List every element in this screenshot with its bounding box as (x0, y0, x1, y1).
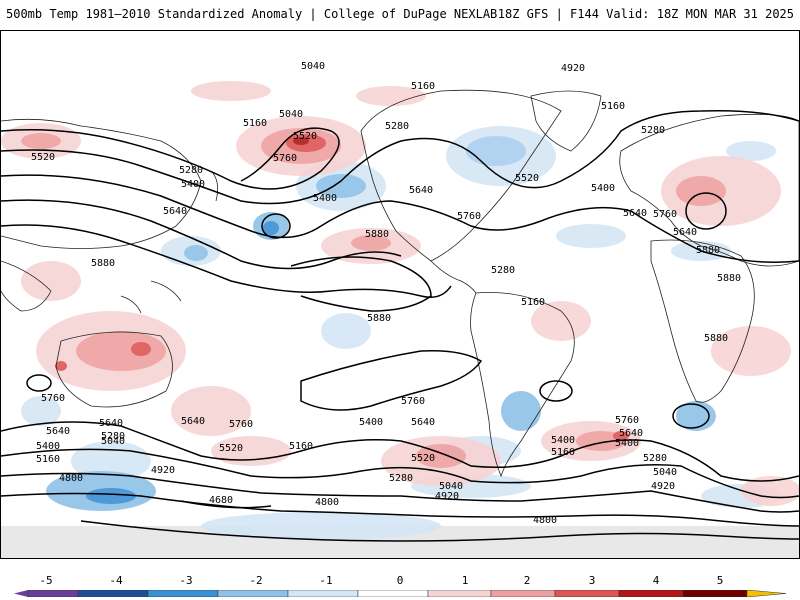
contour-label: 5880 (717, 273, 741, 284)
contour-label: 5640 (181, 416, 205, 427)
colorbar-tick-label: 1 (461, 574, 469, 587)
contour-label: 5400 (615, 438, 639, 449)
colorbar-segment (682, 590, 748, 597)
contour-label: 5520 (31, 152, 55, 163)
colorbar-tick-label: 3 (588, 574, 596, 587)
colorbar-over-arrow (746, 590, 786, 597)
colorbar-segment (490, 590, 556, 597)
contour-label: 5880 (704, 333, 728, 344)
contour-label: 5040 (279, 109, 303, 120)
colorbar-tick-label: -4 (109, 574, 123, 587)
contour-label: 4920 (651, 481, 675, 492)
contour-label: 5400 (36, 441, 60, 452)
contour-label: 5040 (301, 61, 325, 72)
contour-label: 5880 (365, 229, 389, 240)
contour-label: 5760 (41, 393, 65, 404)
contour-label: 4920 (561, 63, 585, 74)
contour-label: 5160 (243, 118, 267, 129)
contour-label: 5040 (439, 481, 463, 492)
contour-label: 4800 (59, 473, 83, 484)
contour-label: 5160 (601, 101, 625, 112)
colorbar-tick-label: 4 (652, 574, 660, 587)
colorbar-segment (287, 590, 359, 597)
contour-label: 5280 (643, 453, 667, 464)
contour-label: 5520 (293, 131, 317, 142)
contour-label: 4800 (315, 497, 339, 508)
contour-label: 5400 (313, 193, 337, 204)
contour-label: 5400 (359, 417, 383, 428)
contour-label: 5640 (619, 428, 643, 439)
colorbar-segment (27, 590, 79, 597)
contour-label: 5880 (696, 245, 720, 256)
contour-label: 5640 (163, 206, 187, 217)
colorbar-tick-label: -1 (319, 574, 333, 587)
colorbar-segment (217, 590, 289, 597)
colorbar-under-arrow (14, 590, 28, 597)
contour-label: 5280 (389, 473, 413, 484)
contour-label: 5640 (99, 418, 123, 429)
contour-label: 5160 (521, 297, 545, 308)
colorbar-tick-label: 5 (716, 574, 724, 587)
contour-label: 5160 (289, 441, 313, 452)
contour-label: 5640 (673, 227, 697, 238)
height-contours (1, 109, 799, 542)
contour-label: 4800 (533, 515, 557, 526)
coastlines (1, 89, 799, 478)
contour-label: 5400 (181, 179, 205, 190)
contour-label: 5520 (411, 453, 435, 464)
contour-label: 5280 (179, 165, 203, 176)
header: 500mb Temp 1981–2010 Standardized Anomal… (0, 0, 800, 30)
colorbar-segment (427, 590, 492, 597)
contour-label: 5280 (385, 121, 409, 132)
contour-label: 5760 (615, 415, 639, 426)
colorbar-segment (147, 590, 219, 597)
contour-label: 4920 (435, 491, 459, 502)
map-canvas: 5160 5040 5520 5160 5280 5160 5280 5760 … (1, 61, 799, 558)
contour-label: 5760 (457, 211, 481, 222)
contour-label: 5640 (46, 426, 70, 437)
contour-label: 5280 (101, 431, 125, 442)
model-run-info: 18Z GFS | F144 Valid: 18Z MON MAR 31 202… (497, 7, 794, 21)
contour-label: 5520 (219, 443, 243, 454)
contour-label: 5160 (411, 81, 435, 92)
contour-label: 5040 (101, 436, 125, 447)
contour-label: 5640 (411, 417, 435, 428)
colorbar-segment (77, 590, 149, 597)
colorbar-tick-label: -5 (39, 574, 53, 587)
colorbar-tick-label: -3 (179, 574, 193, 587)
contour-label: 5760 (401, 396, 425, 407)
contour-label: 5640 (623, 208, 647, 219)
contour-label: 5760 (273, 153, 297, 164)
contour-label: 5640 (409, 185, 433, 196)
contour-label: 4680 (209, 495, 233, 506)
contour-label: 4920 (151, 465, 175, 476)
map-title: 500mb Temp 1981–2010 Standardized Anomal… (6, 7, 498, 21)
colorbar: -5 -4 -3 -2 -1 0 1 2 3 4 5 (0, 570, 800, 600)
contour-label: 5880 (91, 258, 115, 269)
contour-label: 5040 (653, 467, 677, 478)
colorbar-tick-label: 2 (523, 574, 531, 587)
contour-label: 5400 (591, 183, 615, 194)
contour-label: 5880 (367, 313, 391, 324)
colorbar-segment (554, 590, 620, 597)
colorbar-tick-label: 0 (396, 574, 404, 587)
contour-label: 5160 (551, 447, 575, 458)
colorbar-tick-label: -2 (249, 574, 263, 587)
contour-labels: 5160 5040 5520 5160 5280 5160 5280 5760 … (31, 61, 741, 526)
anomaly-map: 5160 5040 5520 5160 5280 5160 5280 5760 … (0, 30, 800, 559)
colorbar-strip (14, 590, 786, 597)
contour-label: 5280 (491, 265, 515, 276)
colorbar-segment (618, 590, 684, 597)
colorbar-segment (357, 590, 429, 597)
contour-label: 5160 (36, 454, 60, 465)
contour-label: 5760 (653, 209, 677, 220)
contour-label: 5280 (641, 125, 665, 136)
contour-label: 5400 (551, 435, 575, 446)
contour-label: 5520 (515, 173, 539, 184)
contour-label: 5760 (229, 419, 253, 430)
